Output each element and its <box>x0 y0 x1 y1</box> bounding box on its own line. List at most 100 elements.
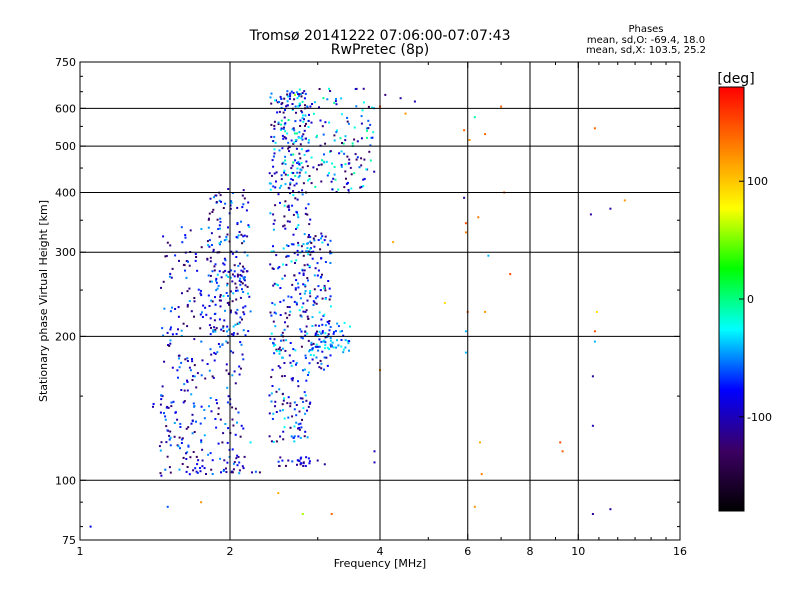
data-point <box>281 331 284 334</box>
data-point <box>237 411 240 414</box>
data-point <box>225 235 228 238</box>
data-point <box>304 357 307 359</box>
data-point <box>231 252 234 255</box>
data-point <box>312 166 315 169</box>
data-point <box>193 364 196 367</box>
data-point <box>317 164 320 167</box>
data-point <box>163 412 165 415</box>
data-point <box>300 137 303 140</box>
phase-stat-o: mean, sd,O: -69.4, 18.0 <box>587 35 705 46</box>
data-point <box>370 136 373 139</box>
data-point <box>239 283 242 286</box>
data-point <box>289 342 292 344</box>
data-point <box>238 365 241 368</box>
data-point <box>302 461 305 464</box>
data-point <box>308 362 311 365</box>
data-point <box>347 342 350 345</box>
data-point <box>270 92 273 95</box>
data-point <box>300 330 303 333</box>
data-point <box>181 241 184 244</box>
data-point <box>292 161 295 164</box>
data-point <box>200 228 203 230</box>
data-point <box>284 173 287 176</box>
data-point <box>247 292 249 295</box>
data-point <box>294 138 297 141</box>
data-point <box>164 415 167 418</box>
data-point <box>326 243 329 246</box>
data-point <box>211 270 214 273</box>
data-point <box>314 267 317 270</box>
data-point <box>186 290 189 293</box>
data-point <box>311 349 314 352</box>
data-point <box>362 185 365 188</box>
data-point <box>313 101 316 104</box>
data-point <box>305 309 308 312</box>
data-point <box>208 212 211 215</box>
data-point <box>272 440 275 443</box>
data-point <box>286 93 289 96</box>
data-point <box>295 259 298 262</box>
data-point <box>328 329 331 332</box>
data-point <box>342 334 345 337</box>
data-point <box>230 200 233 203</box>
data-point <box>322 314 325 317</box>
data-point <box>301 397 304 400</box>
data-point <box>324 298 327 300</box>
data-point <box>324 332 327 335</box>
data-point <box>297 380 299 383</box>
data-point <box>360 115 363 118</box>
data-point <box>281 347 284 350</box>
x-axis-ticks: 1 2 4 6 8 10 16 <box>77 62 687 558</box>
data-point <box>295 228 297 230</box>
data-point <box>186 379 188 382</box>
data-point <box>193 338 196 341</box>
data-point <box>210 299 213 302</box>
data-point <box>561 450 564 453</box>
data-point <box>209 452 212 455</box>
data-point <box>218 235 221 238</box>
data-point <box>241 282 244 285</box>
data-point <box>215 201 218 203</box>
data-point <box>268 412 271 415</box>
data-point <box>231 280 234 283</box>
data-point <box>166 455 169 458</box>
data-point <box>350 173 353 176</box>
data-point <box>239 341 242 344</box>
data-point <box>270 392 273 395</box>
y-tick-label: 200 <box>55 330 76 343</box>
data-point <box>169 444 172 447</box>
data-point <box>280 123 283 126</box>
data-point <box>295 301 298 304</box>
data-point <box>275 348 278 351</box>
data-point <box>237 456 240 458</box>
data-point <box>227 188 230 190</box>
data-point <box>372 131 375 134</box>
y-tick-label: 75 <box>62 534 76 547</box>
data-point <box>200 405 203 408</box>
data-point <box>346 155 349 158</box>
data-point <box>269 212 272 215</box>
data-point <box>304 212 307 215</box>
data-point <box>190 310 193 313</box>
data-point <box>282 111 285 114</box>
data-point <box>225 340 228 343</box>
data-point <box>230 350 232 353</box>
data-point <box>201 448 204 451</box>
data-point <box>239 435 242 438</box>
data-point <box>304 334 307 337</box>
data-point <box>306 165 309 168</box>
data-point <box>303 264 306 267</box>
data-point <box>299 457 302 460</box>
data-point <box>324 289 327 292</box>
data-point <box>296 171 299 174</box>
data-point <box>305 456 308 459</box>
data-point <box>301 135 304 138</box>
data-point <box>329 90 332 92</box>
data-point <box>319 119 322 122</box>
data-point <box>302 407 305 410</box>
data-point <box>303 435 306 438</box>
data-point <box>309 290 312 292</box>
data-point <box>211 211 214 213</box>
data-point <box>207 244 210 247</box>
data-point <box>168 344 171 347</box>
